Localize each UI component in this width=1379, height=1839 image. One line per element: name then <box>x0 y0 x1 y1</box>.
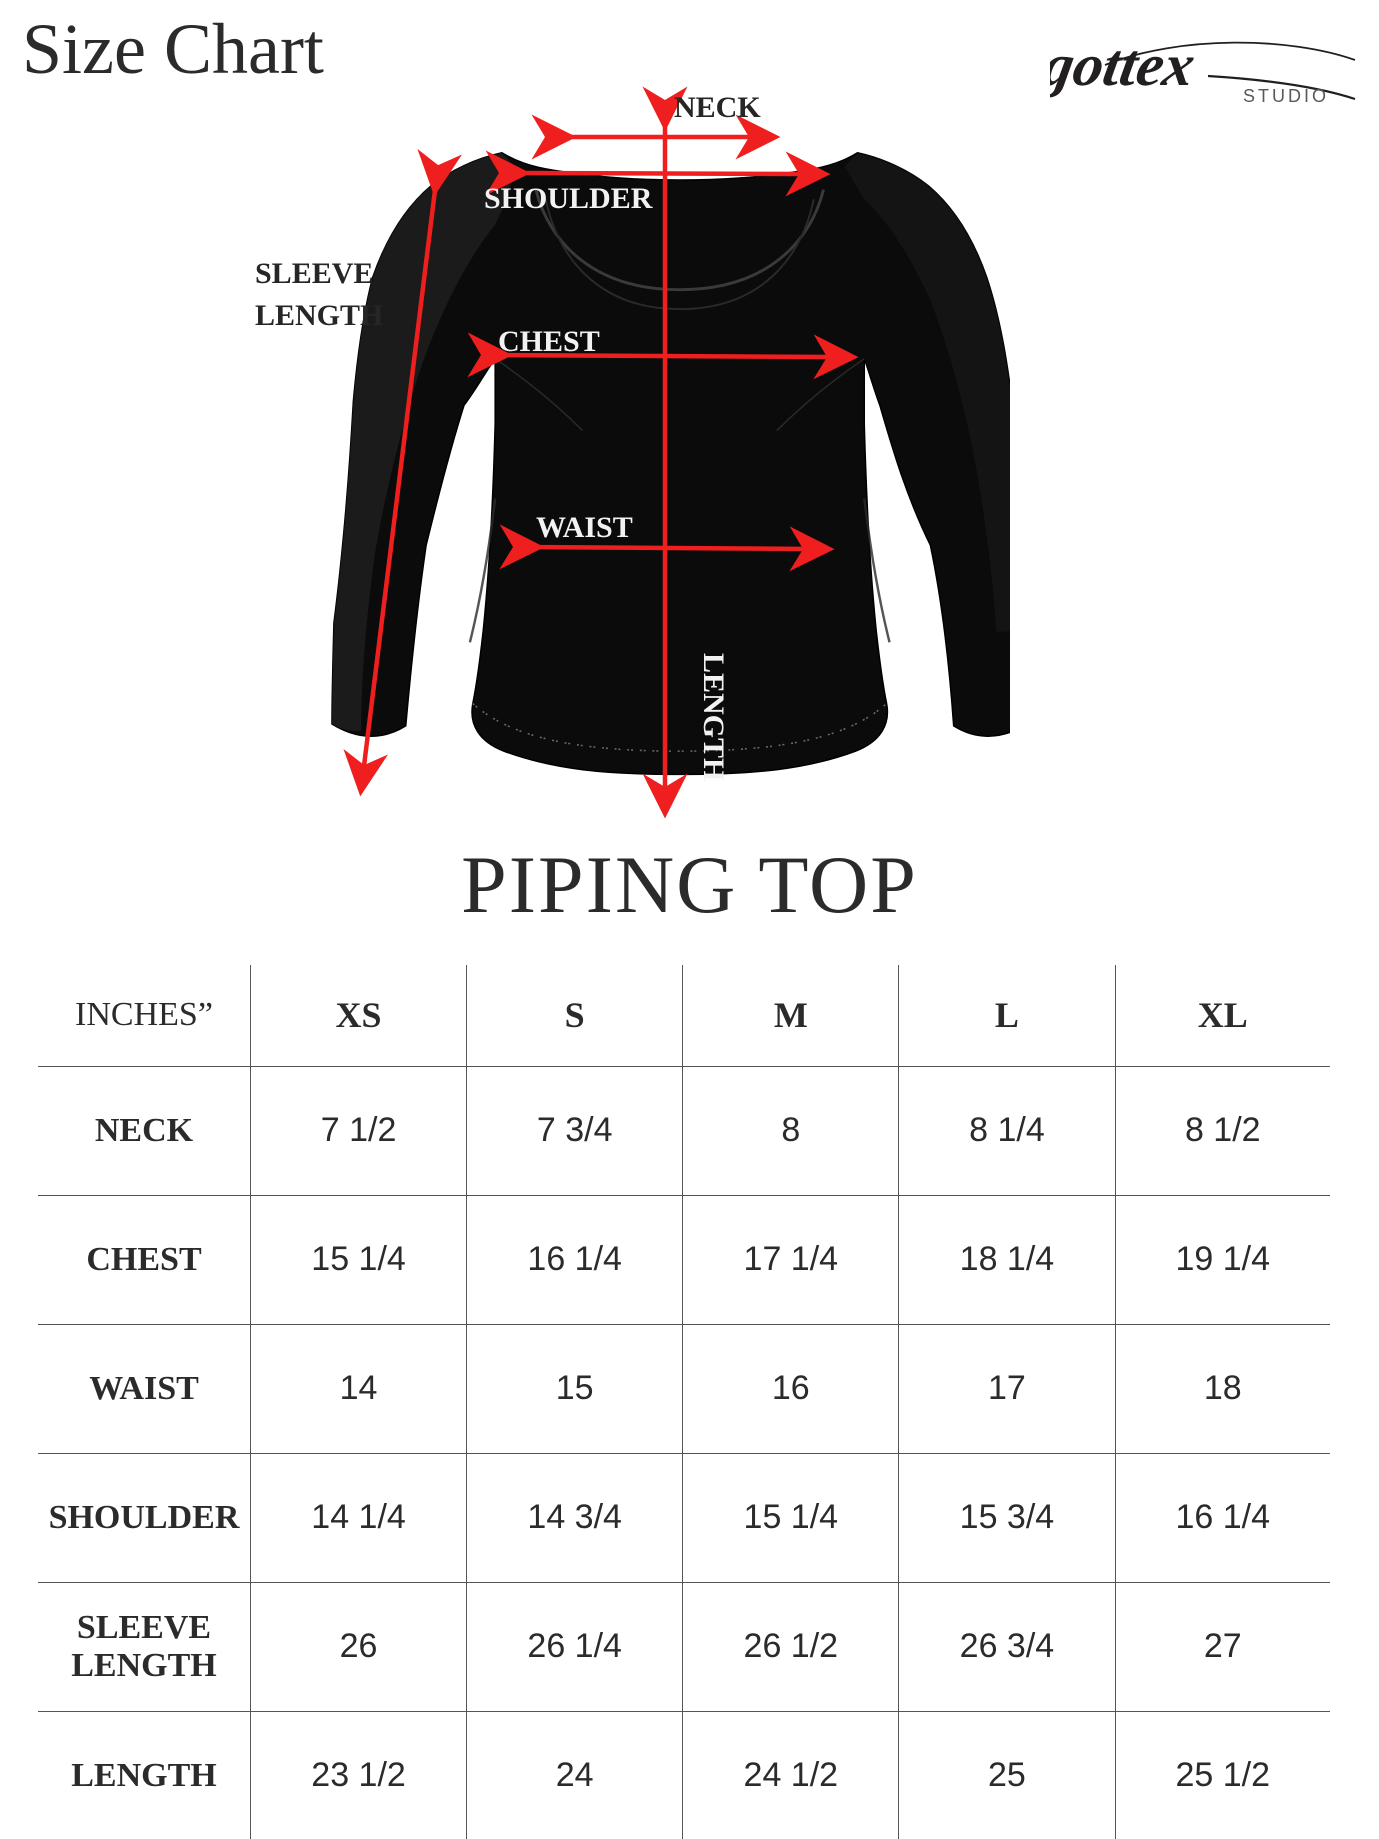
svg-text:CHEST: CHEST <box>498 325 600 358</box>
svg-text:NECK: NECK <box>674 91 761 124</box>
svg-text:LENGTH: LENGTH <box>255 299 383 332</box>
svg-text:SHOULDER: SHOULDER <box>484 182 653 215</box>
svg-text:SLEEVE: SLEEVE <box>255 257 373 290</box>
svg-text:WAIST: WAIST <box>536 511 633 544</box>
svg-text:LENGTH: LENGTH <box>697 653 730 781</box>
